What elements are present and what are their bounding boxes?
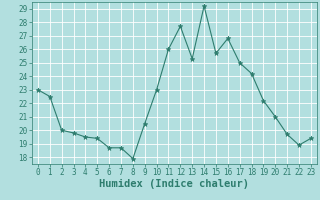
X-axis label: Humidex (Indice chaleur): Humidex (Indice chaleur): [100, 179, 249, 189]
